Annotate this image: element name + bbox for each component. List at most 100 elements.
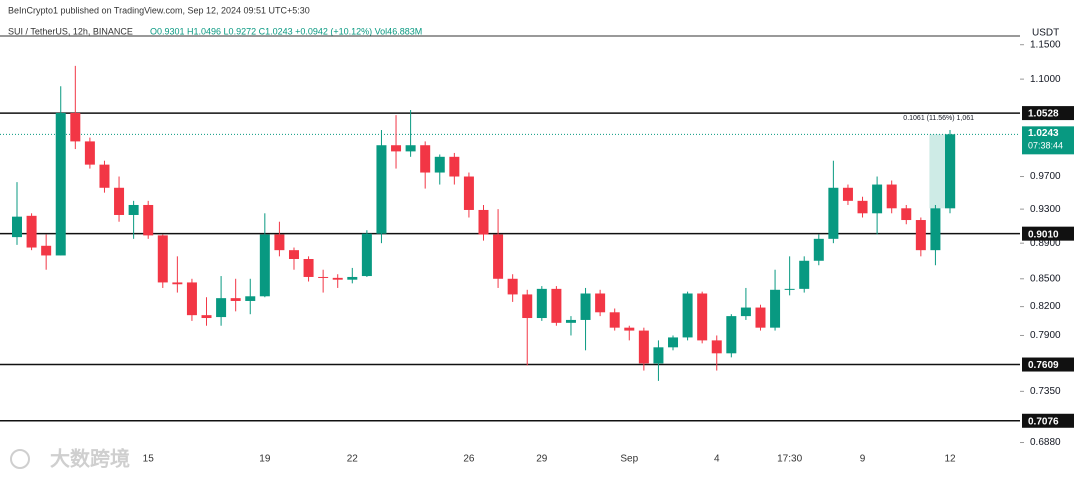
level-label-bg — [1022, 413, 1074, 428]
level-label-bg — [1022, 106, 1074, 121]
candle-body — [41, 245, 52, 256]
x-tick-label: 17:30 — [777, 454, 802, 465]
x-tick-label: 19 — [259, 454, 271, 465]
currency-label: USDT — [1032, 28, 1059, 39]
y-tick-label: 0.7350 — [1030, 386, 1061, 397]
watermark-icon — [10, 449, 30, 469]
candle-body — [740, 307, 751, 317]
candle-body — [886, 184, 897, 209]
candle-body — [26, 215, 37, 248]
candle-body — [376, 145, 387, 234]
candle-body — [99, 164, 110, 188]
level-label: 0.7076 — [1028, 416, 1059, 427]
x-tick-label: 29 — [536, 454, 548, 465]
candle-body — [216, 298, 227, 318]
candle-body — [420, 145, 431, 173]
candle-body — [507, 278, 518, 295]
y-tick-label: 0.8500 — [1030, 273, 1061, 284]
candle-body — [580, 293, 591, 320]
candle-body — [697, 293, 708, 341]
candle-body — [711, 340, 722, 354]
candle-body — [638, 330, 649, 364]
candle-body — [318, 276, 329, 278]
candle-body — [522, 294, 533, 319]
ohlc-info: O0.9301 H1.0496 L0.9272 C1.0243 +0.0942 … — [150, 26, 422, 36]
y-tick-label: 1.1500 — [1030, 39, 1061, 50]
price-label: 1.0243 — [1028, 128, 1059, 139]
x-tick-label: 9 — [860, 454, 866, 465]
candle-body — [915, 220, 926, 251]
candle-body — [857, 200, 868, 214]
candle-body — [172, 282, 183, 285]
candle-body — [493, 234, 504, 279]
candle-body — [565, 319, 576, 323]
candle-body — [157, 235, 168, 283]
x-tick-label: 4 — [714, 454, 720, 465]
price-label-bg — [1022, 126, 1074, 155]
candle-body — [901, 208, 912, 221]
candle-body — [391, 145, 402, 152]
candle-body — [288, 250, 299, 259]
level-label-bg — [1022, 226, 1074, 241]
candle-body — [945, 134, 955, 209]
candle-body — [872, 184, 883, 214]
candle-body — [536, 288, 547, 319]
candle-body — [230, 298, 241, 301]
symbol-info: SUI / TetherUS, 12h, BINANCE — [8, 26, 133, 36]
candle-body — [551, 288, 562, 323]
candle-body — [595, 293, 606, 313]
x-tick-label: 12 — [944, 454, 956, 465]
y-tick-label: 0.8200 — [1030, 301, 1061, 312]
candle-body — [726, 316, 737, 354]
candle-body — [828, 187, 839, 239]
candle-body — [12, 216, 22, 238]
watermark: 大数跨境 — [50, 446, 130, 470]
candle-body — [361, 233, 372, 277]
candle-body — [478, 209, 489, 235]
y-tick-label: 0.8900 — [1030, 238, 1061, 249]
candle-body — [668, 337, 679, 348]
candle-body — [55, 112, 66, 256]
countdown: 07:38:44 — [1028, 141, 1063, 151]
candle-body — [624, 327, 635, 331]
level-label-bg — [1022, 357, 1074, 372]
candle-body — [84, 141, 95, 165]
candle-body — [784, 288, 795, 290]
publisher-note: BeInCrypto1 published on TradingView.com… — [8, 5, 310, 15]
candle-body — [70, 112, 81, 142]
candle-body — [347, 276, 358, 280]
candle-body — [799, 260, 810, 289]
x-tick-label: 26 — [463, 454, 475, 465]
x-tick-label: 15 — [143, 454, 155, 465]
x-tick-label: Sep — [620, 454, 638, 465]
candle-body — [463, 176, 474, 210]
candle-body — [128, 204, 139, 215]
candle-body — [930, 208, 941, 251]
candle-body — [274, 234, 285, 251]
candle-body — [813, 238, 824, 261]
y-tick-label: 0.7900 — [1030, 330, 1061, 341]
level-label: 0.7609 — [1028, 360, 1059, 371]
candle-body — [259, 234, 270, 297]
candle-body — [143, 204, 154, 236]
y-tick-label: 0.9300 — [1030, 204, 1061, 215]
candle-body — [842, 187, 853, 201]
candle-body — [755, 307, 766, 328]
candle-body — [245, 296, 256, 301]
candle-body — [609, 312, 620, 328]
candle-body — [770, 289, 781, 328]
candle-body — [405, 145, 416, 152]
candle-body — [114, 187, 125, 215]
candle-body — [434, 156, 445, 173]
y-tick-label: 1.1000 — [1030, 74, 1061, 85]
level-label: 1.0528 — [1028, 109, 1059, 120]
measure-label: 0.1061 (11.56%) 1,061 — [903, 115, 974, 122]
y-tick-label: 0.6880 — [1030, 437, 1061, 448]
candle-body — [201, 315, 212, 319]
x-tick-label: 22 — [347, 454, 359, 465]
candle-body — [303, 258, 314, 277]
candle-body — [332, 277, 343, 280]
candle-body — [682, 293, 693, 338]
